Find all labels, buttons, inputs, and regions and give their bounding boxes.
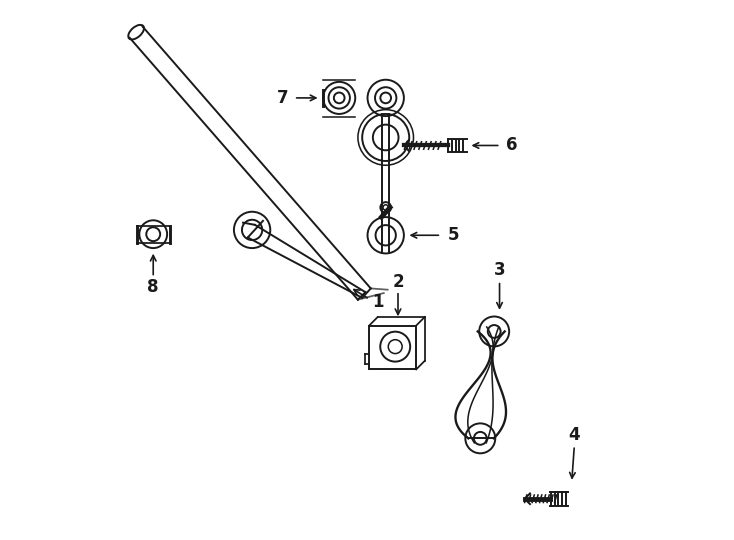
Text: 5: 5 <box>447 226 459 244</box>
Text: 1: 1 <box>372 293 383 311</box>
Text: 2: 2 <box>392 273 404 291</box>
Text: 6: 6 <box>506 137 517 154</box>
Text: 8: 8 <box>148 278 159 295</box>
Text: 3: 3 <box>494 261 505 279</box>
Text: 7: 7 <box>277 89 289 107</box>
Text: 4: 4 <box>569 426 580 443</box>
